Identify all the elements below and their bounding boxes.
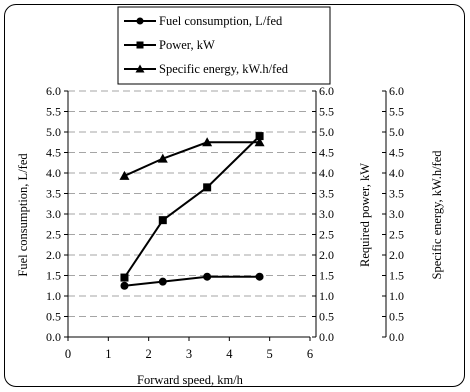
y-left-tick-label: 3.5 (46, 187, 61, 201)
y-far-right-tick-label: 3.5 (389, 187, 404, 201)
y-far-right-tick-label: 4.5 (389, 146, 404, 160)
y-axis-far-right-label: Specific energy, kW.h/fed (430, 150, 444, 280)
y-far-right-tick-label: 5.5 (389, 105, 404, 119)
y-right-tick-label: 3.5 (319, 187, 334, 201)
data-point-circle (158, 277, 167, 286)
y-left-tick-label: 2.5 (46, 228, 61, 242)
y-left-tick-label: 5.0 (46, 125, 61, 139)
data-point-circle (203, 272, 212, 281)
y-right-tick-label: 6.0 (319, 84, 334, 98)
y-far-right-tick-label: 3.0 (389, 207, 404, 221)
legend-marker-triangle (135, 64, 145, 73)
x-tick-label: 6 (307, 347, 313, 361)
y-right-tick-label: 2.5 (319, 228, 334, 242)
legend-marker-square (136, 41, 144, 49)
y-left-tick-label: 0.5 (46, 310, 61, 324)
series-lines (119, 132, 265, 290)
y-left-tick-label: 6.0 (46, 84, 61, 98)
y-far-right-tick-label: 1.0 (389, 289, 404, 303)
legend-label: Power, kW (159, 38, 215, 52)
data-point-triangle (119, 170, 130, 180)
data-point-triangle (254, 137, 265, 147)
data-point-triangle (157, 153, 168, 163)
x-tick-label: 5 (267, 347, 273, 361)
series-line-triangle (124, 141, 260, 177)
y-left-tick-label: 0.0 (46, 330, 61, 344)
y-right-tick-label: 1.0 (319, 289, 334, 303)
y-axis-left-label: Fuel consumption, L/fed (16, 153, 30, 277)
data-point-square (255, 132, 264, 141)
y-right-tick-label: 5.5 (319, 105, 334, 119)
axes: 0.0 0.5 1.0 1.5 2.0 2.5 3.0 3.5 4.0 4.5 5.0 5.5 6.0 0… (46, 84, 404, 361)
y-right-tick-label: 1.5 (319, 269, 334, 283)
x-tick-label: 0 (65, 347, 71, 361)
y-right-tick-label: 3.0 (319, 207, 334, 221)
x-tick-label: 1 (105, 347, 111, 361)
y-left-tick-label: 3.0 (46, 207, 61, 221)
data-point-triangle (202, 137, 213, 147)
y-right-tick-label: 4.5 (319, 146, 334, 160)
y-far-right-tick-label: 2.5 (389, 228, 404, 242)
data-point-circle (255, 272, 264, 281)
y-left-tick-label: 4.5 (46, 146, 61, 160)
y-left-tick-label: 4.0 (46, 166, 61, 180)
y-far-right-tick-label: 0.0 (389, 330, 404, 344)
data-point-circle (120, 281, 129, 290)
grid-lines (68, 90, 310, 317)
legend-label: Fuel consumption, L/fed (159, 14, 283, 28)
data-point-square (158, 216, 167, 225)
y-left-tick-label: 2.0 (46, 248, 61, 262)
x-axis-label: Forward speed, km/h (137, 373, 244, 387)
legend: Fuel consumption, L/fed Power, kW Specific… (117, 6, 331, 85)
y-right-tick-label: 2.0 (319, 248, 334, 262)
y-far-right-tick-label: 6.0 (389, 84, 404, 98)
y-left-tick-label: 1.0 (46, 289, 61, 303)
y-right-tick-label: 5.0 (319, 125, 334, 139)
y-left-tick-label: 1.5 (46, 269, 61, 283)
y-far-right-tick-label: 1.5 (389, 269, 404, 283)
x-tick-label: 2 (146, 347, 152, 361)
y-far-right-tick-label: 4.0 (389, 166, 404, 180)
x-tick-label: 4 (226, 347, 233, 361)
chart-frame (4, 4, 465, 387)
y-right-tick-label: 4.0 (319, 166, 334, 180)
legend-marker-circle (136, 17, 144, 25)
data-point-square (120, 273, 129, 282)
data-point-square (203, 183, 212, 192)
x-tick-label: 3 (186, 347, 192, 361)
y-far-right-tick-label: 0.5 (389, 310, 404, 324)
legend-label: Specific energy, kW.h/fed (159, 62, 289, 76)
series-line-square (123, 135, 261, 279)
y-right-tick-label: 0.5 (319, 310, 334, 324)
y-axis-right-label: Required power, kW (358, 163, 372, 267)
y-far-right-tick-label: 2.0 (389, 248, 404, 262)
y-far-right-tick-label: 5.0 (389, 125, 404, 139)
y-left-tick-label: 5.5 (46, 105, 61, 119)
y-right-tick-label: 0.0 (319, 330, 334, 344)
series-line-circle (124, 275, 260, 287)
